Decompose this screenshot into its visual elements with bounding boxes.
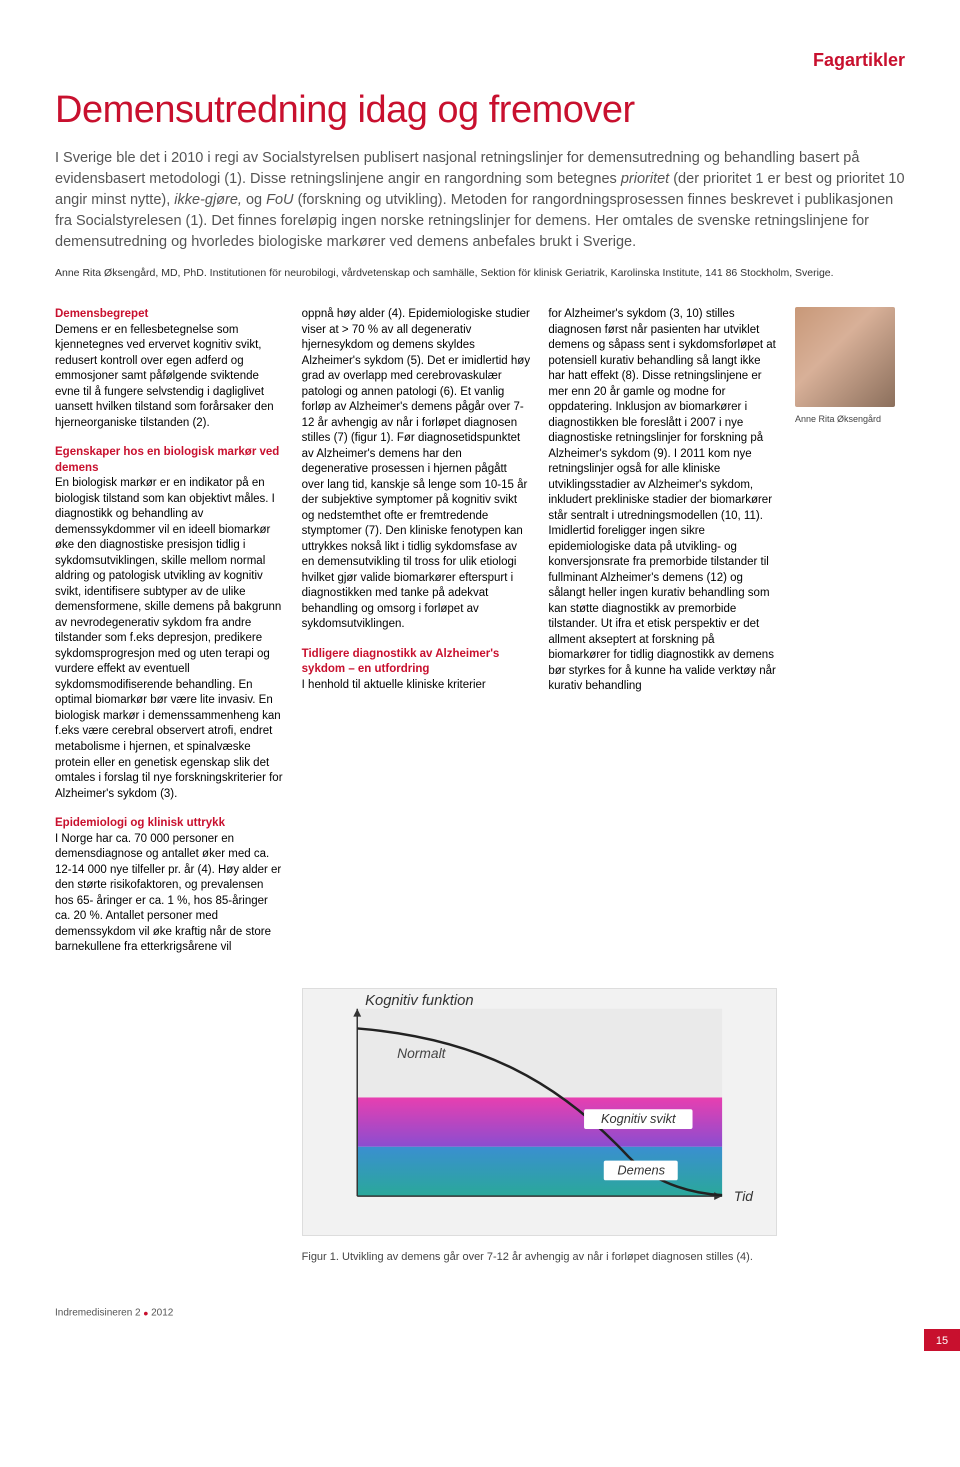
separator-dot-icon: • — [143, 1305, 148, 1321]
lead-italic-3: FoU — [266, 192, 293, 208]
page-number: 15 — [924, 1329, 960, 1351]
publication-info: Indremedisineren 2 • 2012 — [55, 1305, 173, 1321]
lead-italic-1: prioritet — [621, 171, 669, 187]
author-byline: Anne Rita Øksengård, MD, PhD. Institutio… — [55, 267, 905, 279]
lead-text-3: og — [242, 192, 266, 208]
svg-text:Demens: Demens — [617, 1162, 665, 1177]
publication-year: 2012 — [151, 1307, 173, 1318]
body-column-2: oppnå høy alder (4). Epidemiologiske stu… — [302, 307, 531, 970]
category-label: Fagartikler — [55, 50, 905, 71]
figure-1-chart: Kognitiv funktion Normalt Kognitiv svikt De… — [302, 988, 777, 1237]
author-photo-column: Anne Rita Øksengård — [795, 307, 905, 970]
para-col2-cont: oppnå høy alder (4). Epidemiologiske stu… — [302, 308, 530, 630]
page-footer: Indremedisineren 2 • 2012 15 — [55, 1305, 905, 1321]
para-tidligere: I henhold til aktuelle kliniske kriterie… — [302, 679, 486, 691]
svg-text:Tid: Tid — [734, 1189, 754, 1204]
svg-text:Normalt: Normalt — [397, 1046, 446, 1061]
article-title: Demensutredning idag og fremover — [55, 89, 905, 132]
subhead-egenskaper: Egenskaper hos en biologisk markør ved d… — [55, 446, 279, 474]
figure-1: Kognitiv funktion Normalt Kognitiv svikt De… — [302, 988, 777, 1265]
para-egenskaper: En biologisk markør er en indikator på e… — [55, 477, 283, 799]
para-col3: for Alzheimer's sykdom (3, 10) stilles d… — [548, 308, 776, 692]
body-column-1: Demensbegrepet Demens er en fellesbetegn… — [55, 307, 284, 970]
subhead-demensbegrepet: Demensbegrepet — [55, 308, 148, 320]
issue-number: 2 — [135, 1307, 141, 1318]
svg-text:Kognitiv funktion: Kognitiv funktion — [365, 992, 473, 1008]
subhead-tidligere: Tidligere diagnostikk av Alzheimer's syk… — [302, 648, 500, 676]
lead-paragraph: I Sverige ble det i 2010 i regi av Socia… — [55, 148, 905, 253]
para-demensbegrepet: Demens er en fellesbetegnelse som kjenne… — [55, 324, 274, 429]
body-column-3: for Alzheimer's sykdom (3, 10) stilles d… — [548, 307, 777, 970]
figure-1-caption: Figur 1. Utvikling av demens går over 7-… — [302, 1250, 777, 1265]
publication-name: Indremedisineren — [55, 1307, 132, 1318]
para-epidemiologi: I Norge har ca. 70 000 personer en demen… — [55, 833, 281, 954]
svg-text:Kognitiv svikt: Kognitiv svikt — [601, 1111, 676, 1126]
subhead-epidemiologi: Epidemiologi og klinisk uttrykk — [55, 817, 225, 829]
author-photo — [795, 307, 895, 407]
lead-italic-2: ikke-gjøre, — [174, 192, 242, 208]
author-photo-caption: Anne Rita Øksengård — [795, 413, 905, 425]
